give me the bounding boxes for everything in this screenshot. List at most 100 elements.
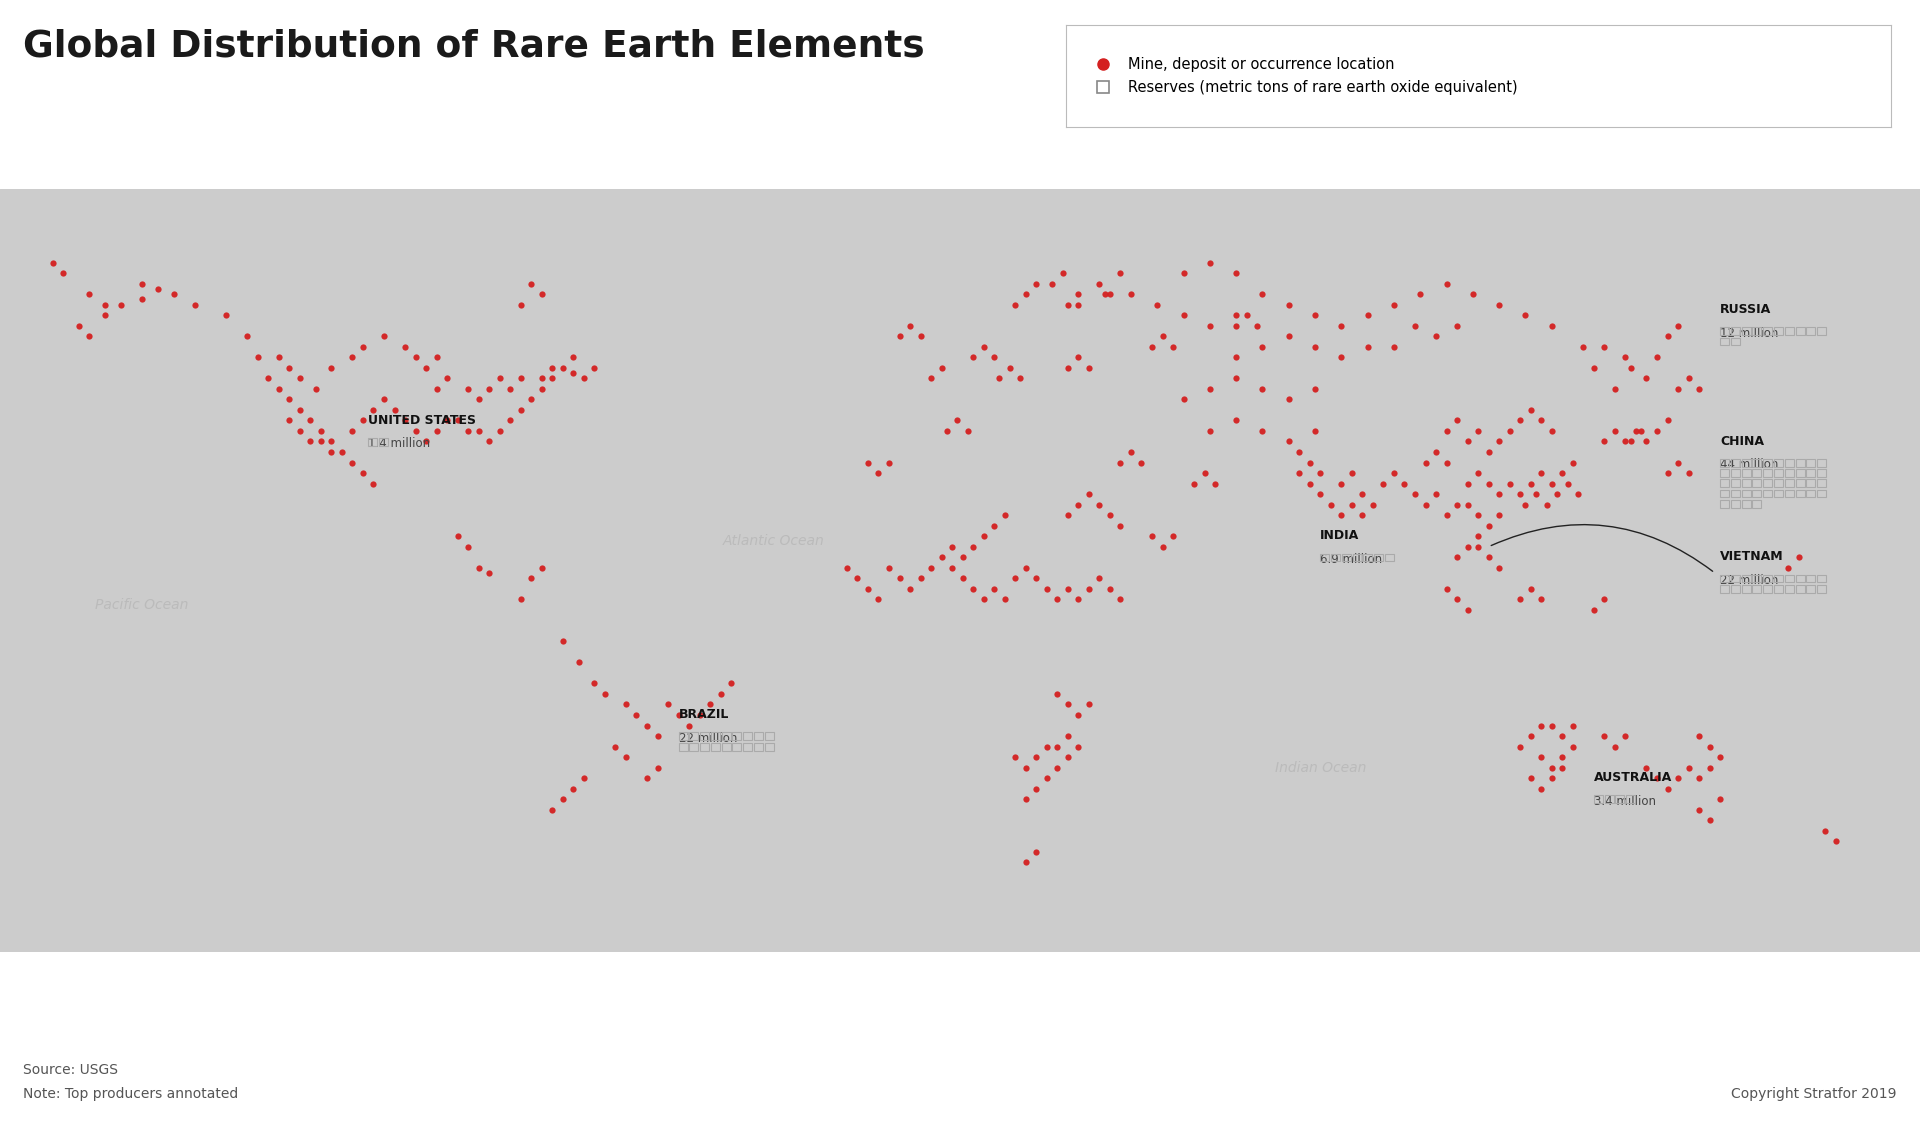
Bar: [764, 742, 774, 750]
Text: Global Distribution of Rare Earth Elements: Global Distribution of Rare Earth Elemen…: [23, 28, 925, 65]
Text: AUSTRALIA: AUSTRALIA: [1594, 772, 1672, 784]
Text: 6.9 million: 6.9 million: [1321, 553, 1382, 566]
Bar: [1795, 459, 1805, 466]
Bar: [1741, 327, 1751, 335]
Bar: [1753, 574, 1761, 582]
Bar: [1774, 327, 1784, 335]
Bar: [1795, 585, 1805, 592]
Bar: [1615, 796, 1624, 804]
Bar: [1363, 554, 1373, 562]
Bar: [1786, 459, 1793, 466]
Bar: [1720, 459, 1730, 466]
Bar: [1720, 327, 1730, 335]
Text: BRAZIL: BRAZIL: [678, 708, 730, 722]
Bar: [733, 732, 741, 740]
Bar: [1795, 479, 1805, 487]
Bar: [1321, 554, 1329, 562]
Bar: [1795, 574, 1805, 582]
Bar: [1807, 489, 1814, 497]
Bar: [701, 732, 708, 740]
Bar: [755, 742, 762, 750]
Bar: [1732, 585, 1740, 592]
Bar: [1816, 459, 1826, 466]
Text: Indian Ocean: Indian Ocean: [1275, 760, 1365, 774]
Bar: [722, 742, 732, 750]
Bar: [710, 742, 720, 750]
Bar: [710, 732, 720, 740]
Bar: [1741, 489, 1751, 497]
Bar: [1384, 554, 1394, 562]
Bar: [755, 732, 762, 740]
Bar: [1807, 585, 1814, 592]
Bar: [1816, 469, 1826, 477]
Bar: [1375, 554, 1382, 562]
Bar: [1720, 585, 1730, 592]
Bar: [1774, 469, 1784, 477]
Bar: [1786, 585, 1793, 592]
Bar: [1741, 459, 1751, 466]
Bar: [1786, 479, 1793, 487]
Bar: [1816, 479, 1826, 487]
Bar: [1732, 469, 1740, 477]
Bar: [1753, 327, 1761, 335]
Bar: [1786, 574, 1793, 582]
Bar: [1720, 337, 1730, 345]
Bar: [378, 438, 388, 446]
Bar: [1774, 585, 1784, 592]
Bar: [1807, 327, 1814, 335]
Bar: [1774, 489, 1784, 497]
Bar: [1816, 489, 1826, 497]
Bar: [1807, 469, 1814, 477]
Bar: [1795, 489, 1805, 497]
Bar: [1774, 459, 1784, 466]
Bar: [1786, 469, 1793, 477]
Legend: Mine, deposit or occurrence location, Reserves (metric tons of rare earth oxide : Mine, deposit or occurrence location, Re…: [1081, 50, 1524, 102]
Bar: [1753, 499, 1761, 507]
Bar: [1741, 585, 1751, 592]
Bar: [1753, 489, 1761, 497]
Bar: [1605, 796, 1613, 804]
Bar: [1732, 459, 1740, 466]
Bar: [1786, 327, 1793, 335]
Text: RUSSIA: RUSSIA: [1720, 303, 1772, 317]
Bar: [1753, 479, 1761, 487]
Text: 22 million: 22 million: [1720, 574, 1778, 587]
Text: UNITED STATES: UNITED STATES: [369, 414, 476, 427]
Bar: [1720, 469, 1730, 477]
Bar: [1741, 469, 1751, 477]
Bar: [1763, 327, 1772, 335]
Bar: [1741, 479, 1751, 487]
Bar: [1816, 574, 1826, 582]
Text: 1.4 million: 1.4 million: [369, 437, 430, 451]
Bar: [1626, 796, 1636, 804]
Bar: [1807, 574, 1814, 582]
Bar: [1732, 327, 1740, 335]
Text: Note: Top producers annotated: Note: Top producers annotated: [23, 1087, 238, 1101]
Bar: [1816, 585, 1826, 592]
Bar: [1753, 459, 1761, 466]
Bar: [1786, 489, 1793, 497]
Bar: [1763, 469, 1772, 477]
Bar: [678, 742, 687, 750]
Bar: [1763, 459, 1772, 466]
Text: Copyright Stratfor 2019: Copyright Stratfor 2019: [1732, 1087, 1897, 1101]
Text: Pacific Ocean: Pacific Ocean: [96, 597, 188, 612]
Bar: [1763, 585, 1772, 592]
Bar: [369, 438, 376, 446]
Bar: [743, 742, 753, 750]
Bar: [1720, 479, 1730, 487]
Bar: [1732, 479, 1740, 487]
Bar: [1720, 489, 1730, 497]
Bar: [701, 742, 708, 750]
Bar: [1331, 554, 1340, 562]
Bar: [1732, 499, 1740, 507]
Bar: [743, 732, 753, 740]
Bar: [1720, 574, 1730, 582]
Bar: [1795, 469, 1805, 477]
Bar: [1774, 574, 1784, 582]
Bar: [1763, 574, 1772, 582]
Text: INDIA: INDIA: [1321, 529, 1359, 543]
Text: Atlantic Ocean: Atlantic Ocean: [722, 535, 824, 548]
Bar: [1763, 489, 1772, 497]
Bar: [1807, 479, 1814, 487]
